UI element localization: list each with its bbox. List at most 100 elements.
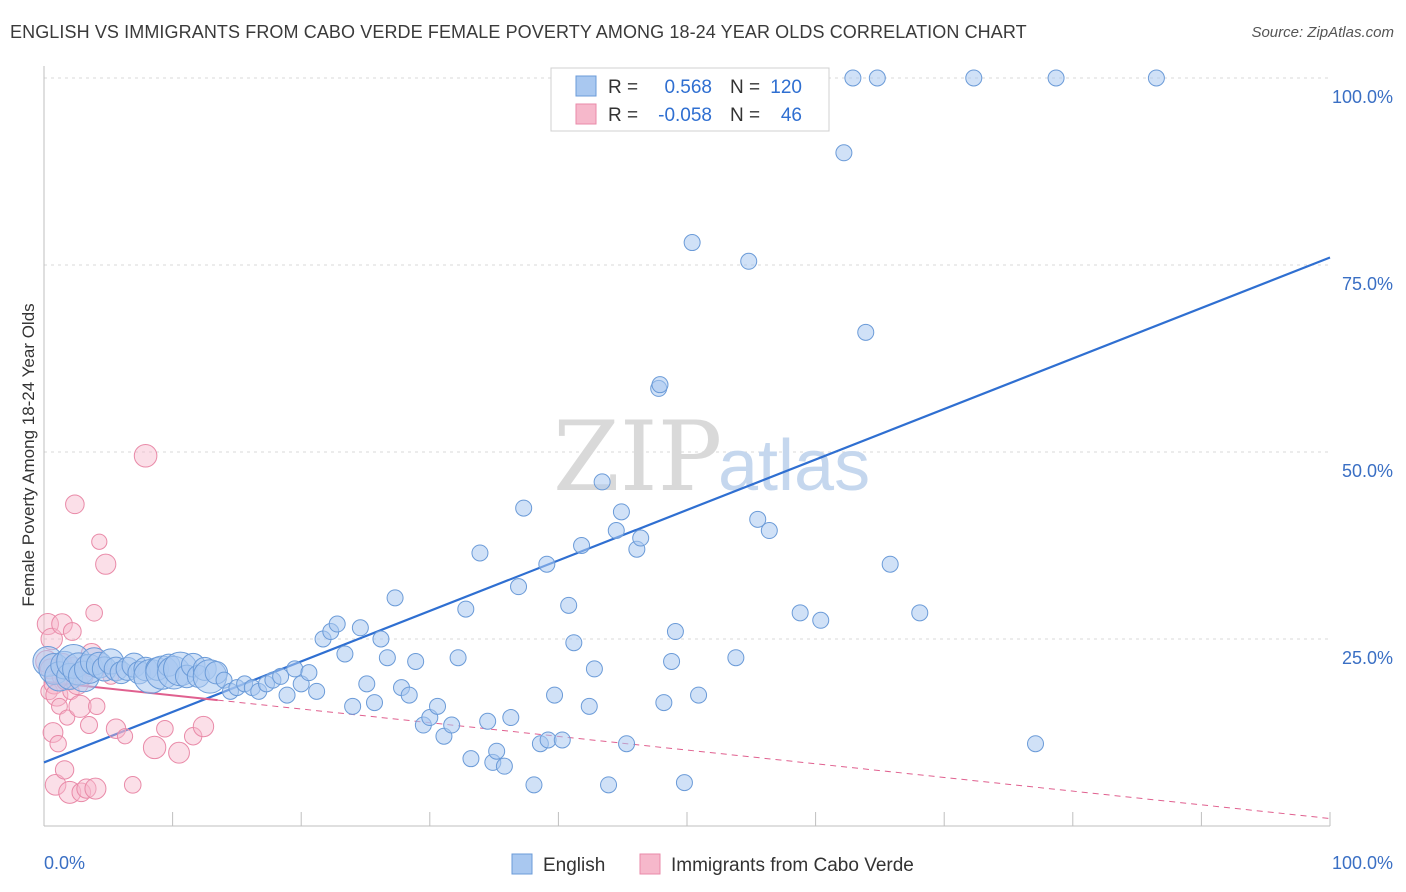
cabo-verde-point bbox=[65, 494, 85, 515]
cabo-verde-point bbox=[54, 760, 75, 780]
series-english-points bbox=[32, 69, 1165, 794]
english-point bbox=[471, 544, 489, 562]
english-point bbox=[573, 537, 591, 554]
cabo-verde-point bbox=[116, 728, 134, 745]
english-point bbox=[358, 675, 376, 693]
english-point bbox=[607, 522, 625, 540]
legend-r-label-cabo-verde: R = bbox=[608, 105, 638, 126]
english-point bbox=[344, 697, 362, 715]
cabo-verde-point bbox=[123, 776, 142, 794]
cabo-verde-point bbox=[51, 697, 68, 715]
cabo-verde-point bbox=[88, 697, 106, 716]
english-point bbox=[1027, 735, 1045, 753]
english-point bbox=[539, 731, 557, 749]
source-label: Source: ZipAtlas.com bbox=[1251, 24, 1394, 41]
stats-legend: R = 0.568 N = 120 R = -0.058 N = 46 bbox=[550, 67, 830, 132]
english-point bbox=[612, 503, 630, 521]
english-point bbox=[429, 697, 447, 715]
english-point bbox=[372, 630, 390, 648]
english-point bbox=[655, 694, 673, 712]
english-point bbox=[1147, 69, 1165, 87]
english-point bbox=[600, 776, 618, 794]
grid bbox=[44, 77, 1330, 640]
english-point bbox=[351, 619, 369, 637]
english-point bbox=[881, 555, 899, 573]
cabo-verde-point bbox=[142, 735, 167, 760]
english-point bbox=[479, 712, 497, 730]
cabo-verde-point bbox=[62, 622, 82, 641]
english-point bbox=[510, 578, 528, 596]
english-point bbox=[457, 600, 475, 618]
cabo-verde-point bbox=[133, 443, 158, 468]
cabo-verde-point bbox=[156, 719, 174, 738]
cabo-verde-point bbox=[51, 613, 73, 635]
english-point bbox=[515, 499, 533, 517]
watermark: ZIP atlas bbox=[553, 401, 870, 513]
legend-r-value-cabo-verde: -0.058 bbox=[658, 105, 712, 126]
english-point bbox=[965, 69, 983, 87]
cabo-verde-point bbox=[42, 722, 64, 743]
cabo-verde-point bbox=[49, 735, 67, 753]
legend-n-label-cabo-verde: N = bbox=[730, 105, 760, 126]
watermark-atlas: atlas bbox=[718, 426, 870, 506]
y-axis-title: Female Poverty Among 18-24 Year Olds bbox=[19, 303, 38, 606]
english-point bbox=[666, 623, 684, 641]
english-point bbox=[911, 604, 929, 622]
legend-n-value-english: 120 bbox=[770, 77, 802, 98]
english-point bbox=[488, 742, 506, 760]
english-point bbox=[366, 694, 384, 712]
y-tick-label: 100.0% bbox=[1332, 87, 1393, 107]
english-trend-line bbox=[43, 256, 1331, 764]
axes bbox=[43, 66, 1331, 827]
cabo-verde-point bbox=[168, 741, 190, 764]
legend-n-label-english: N = bbox=[730, 77, 760, 98]
x-tick-labels: 0.0% 100.0% bbox=[44, 853, 1393, 873]
series-cabo-verde-points bbox=[35, 443, 215, 804]
english-point bbox=[690, 686, 708, 704]
english-point bbox=[560, 596, 578, 614]
english-point bbox=[868, 69, 886, 87]
english-point bbox=[443, 716, 461, 734]
english-point bbox=[585, 660, 603, 678]
cabo-verde-point bbox=[59, 709, 76, 726]
english-point bbox=[308, 682, 326, 700]
english-point bbox=[683, 234, 701, 252]
english-point bbox=[791, 604, 809, 622]
english-point bbox=[449, 649, 467, 667]
legend-swatch-english bbox=[575, 75, 597, 97]
trend-lines bbox=[43, 256, 1331, 820]
cabo-verde-point bbox=[192, 715, 215, 738]
x-tick-label: 0.0% bbox=[44, 853, 85, 873]
chart-title: ENGLISH VS IMMIGRANTS FROM CABO VERDE FE… bbox=[10, 22, 1027, 42]
bottom-legend-swatch-cabo-verde bbox=[639, 853, 661, 875]
english-point bbox=[278, 686, 296, 704]
english-point bbox=[675, 774, 693, 792]
cabo-verde-point bbox=[80, 716, 99, 735]
english-point bbox=[857, 323, 875, 341]
cabo-verde-point bbox=[85, 604, 103, 622]
bottom-legend-label-cabo-verde: Immigrants from Cabo Verde bbox=[671, 855, 914, 876]
english-point bbox=[663, 652, 681, 670]
english-point bbox=[651, 376, 669, 394]
english-point bbox=[538, 555, 556, 573]
cabo-verde-point bbox=[58, 780, 82, 804]
y-tick-label: 75.0% bbox=[1342, 274, 1393, 294]
cabo-verde-point bbox=[44, 774, 67, 796]
english-point bbox=[286, 660, 304, 678]
english-point bbox=[727, 649, 745, 667]
series-legend: English Immigrants from Cabo Verde bbox=[511, 853, 914, 876]
english-point bbox=[565, 634, 583, 652]
english-point bbox=[844, 69, 862, 87]
english-point bbox=[553, 731, 571, 749]
bottom-legend-label-english: English bbox=[543, 855, 605, 876]
cabo-verde-point bbox=[68, 694, 92, 718]
english-point bbox=[407, 652, 425, 670]
english-point bbox=[495, 757, 513, 775]
cabo-verde-point bbox=[91, 533, 108, 550]
english-point bbox=[400, 686, 418, 704]
stats-legend-box bbox=[550, 67, 830, 132]
english-point bbox=[812, 611, 830, 629]
english-point bbox=[740, 252, 758, 270]
watermark-zip: ZIP bbox=[553, 401, 722, 513]
cabo-verde-point bbox=[84, 777, 107, 800]
